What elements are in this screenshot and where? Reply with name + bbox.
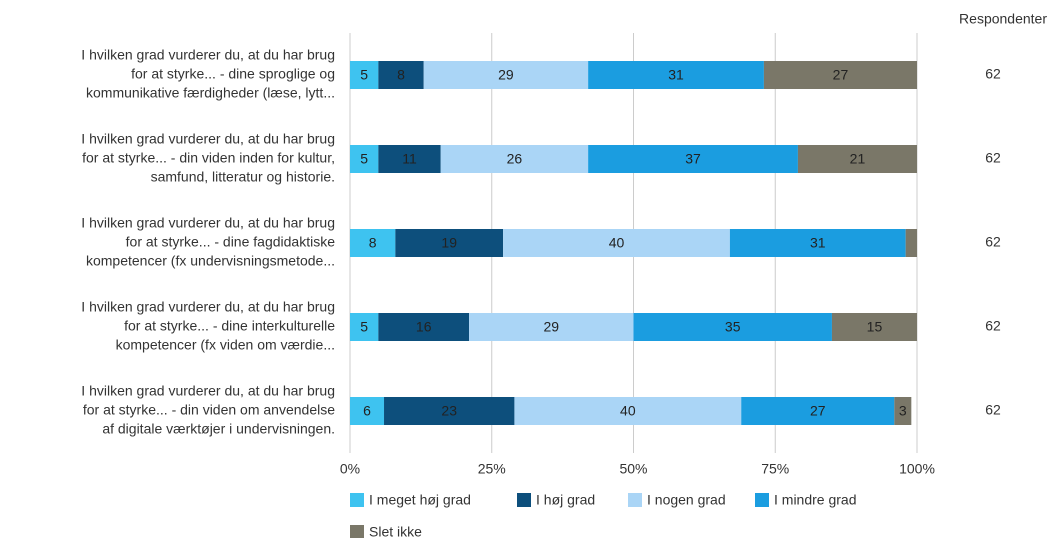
- legend-label: Slet ikke: [369, 524, 422, 538]
- bar-segment: [729, 229, 906, 257]
- respondents-value: 62: [985, 318, 1001, 334]
- data-label: 5: [360, 151, 368, 167]
- data-label: 3: [899, 403, 907, 419]
- bar-segment: [350, 145, 379, 173]
- bar-segment: [378, 145, 441, 173]
- category-label: for at styrke... - din viden inden for k…: [82, 150, 335, 166]
- bar-segment: [905, 229, 917, 257]
- data-label: 8: [397, 67, 405, 83]
- respondents-title: Respondenter: [959, 11, 1047, 27]
- category-label: I hvilken grad vurderer du, at du har br…: [81, 299, 335, 315]
- category-label: kompetencer (fx undervisningsmetode...: [86, 253, 335, 269]
- bar-segment: [588, 145, 798, 173]
- category-label: I hvilken grad vurderer du, at du har br…: [81, 47, 335, 63]
- data-label: 8: [369, 235, 377, 251]
- category-label: samfund, litteratur og historie.: [151, 169, 335, 185]
- category-label: I hvilken grad vurderer du, at du har br…: [81, 215, 335, 231]
- data-label: 21: [850, 151, 866, 167]
- data-label: 5: [360, 319, 368, 335]
- data-label: 31: [668, 67, 684, 83]
- data-label: 27: [810, 403, 826, 419]
- data-label: 16: [416, 319, 432, 335]
- data-label: 35: [725, 319, 741, 335]
- bar-segment: [384, 397, 515, 425]
- category-label: for at styrke... - din viden om anvendel…: [83, 402, 335, 418]
- legend-swatch: [350, 493, 364, 507]
- bar-segment: [350, 397, 385, 425]
- bar-segment: [894, 397, 912, 425]
- bar-segment: [741, 397, 895, 425]
- data-label: 27: [833, 67, 849, 83]
- legend-label: I meget høj grad: [369, 492, 471, 508]
- data-label: 40: [609, 235, 625, 251]
- respondents-value: 62: [985, 66, 1001, 82]
- category-label: kommunikative færdigheder (læse, lytt...: [86, 85, 335, 101]
- category-label: I hvilken grad vurderer du, at du har br…: [81, 383, 335, 399]
- bar-segment: [350, 313, 379, 341]
- respondents-value: 62: [985, 150, 1001, 166]
- bar-segment: [633, 313, 832, 341]
- category-label: for at styrke... - dine sproglige og: [131, 66, 335, 82]
- category-label: kompetencer (fx viden om værdie...: [116, 337, 335, 353]
- bar-segment: [395, 229, 504, 257]
- x-tick-label: 0%: [340, 461, 360, 477]
- category-label: af digitale værktøjer i undervisningen.: [102, 421, 335, 437]
- bar-segment: [469, 313, 634, 341]
- data-label: 19: [441, 235, 457, 251]
- bar-segment: [378, 313, 470, 341]
- bar-segment: [503, 229, 730, 257]
- respondents-value: 62: [985, 402, 1001, 418]
- bar-segment: [763, 61, 917, 89]
- legend-label: I mindre grad: [774, 492, 856, 508]
- data-label: 29: [543, 319, 559, 335]
- data-label: 37: [685, 151, 701, 167]
- bar-segment: [423, 61, 589, 89]
- x-tick-label: 50%: [619, 461, 647, 477]
- legend-label: I nogen grad: [647, 492, 726, 508]
- data-label: 15: [867, 319, 883, 335]
- category-label: for at styrke... - dine interkulturelle: [124, 318, 335, 334]
- legend-swatch: [628, 493, 642, 507]
- data-label: 40: [620, 403, 636, 419]
- data-label: 26: [507, 151, 523, 167]
- bar-segment: [831, 313, 917, 341]
- bar-segment: [440, 145, 589, 173]
- category-label: for at styrke... - dine fagdidaktiske: [126, 234, 336, 250]
- bar-segment: [350, 61, 379, 89]
- x-tick-label: 25%: [478, 461, 506, 477]
- bar-segment: [797, 145, 917, 173]
- legend-swatch: [517, 493, 531, 507]
- x-tick-label: 100%: [899, 461, 935, 477]
- x-tick-label: 75%: [761, 461, 789, 477]
- legend-swatch: [350, 525, 364, 538]
- category-label: I hvilken grad vurderer du, at du har br…: [81, 131, 335, 147]
- data-label: 11: [402, 151, 417, 167]
- data-label: 6: [363, 403, 371, 419]
- bar-segment: [514, 397, 742, 425]
- bar-segment: [350, 229, 396, 257]
- data-label: 29: [498, 67, 514, 83]
- legend-swatch: [755, 493, 769, 507]
- data-label: 23: [441, 403, 457, 419]
- bar-segment: [588, 61, 764, 89]
- data-label: 5: [360, 67, 368, 83]
- legend-label: I høj grad: [536, 492, 595, 508]
- data-label: 31: [810, 235, 826, 251]
- respondents-value: 62: [985, 234, 1001, 250]
- bar-segment: [378, 61, 424, 89]
